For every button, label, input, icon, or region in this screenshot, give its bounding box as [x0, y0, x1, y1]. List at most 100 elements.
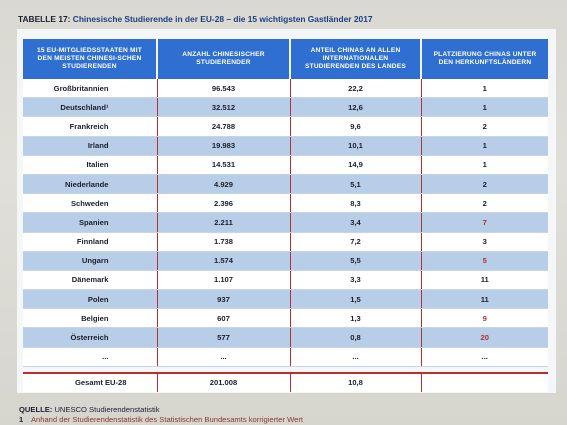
table-row: Niederlande 4.929 5,1 2 — [23, 174, 548, 195]
cell-country: Großbritannien — [23, 79, 158, 99]
table-number: TABELLE 17: — [18, 14, 71, 24]
cell-share: 5,1 — [290, 174, 422, 195]
cell-count: 937 — [157, 289, 291, 310]
cell-count: 96.543 — [157, 79, 291, 99]
cell-count: ... — [157, 347, 291, 367]
total-count: 201.008 — [157, 371, 291, 392]
cell-rank: 9 — [421, 308, 548, 329]
spacer-cell — [23, 366, 157, 373]
cell-rank: 1 — [421, 155, 548, 175]
cell-count: 1.738 — [157, 232, 291, 252]
table-row: Frankreich 24.788 9,6 2 — [23, 116, 548, 137]
spacer-cell — [421, 366, 548, 373]
total-row: Gesamt EU-28 201.008 10,8 — [23, 371, 548, 392]
cell-count: 4.929 — [157, 174, 291, 195]
table-row: Finnland 1.738 7,2 3 — [23, 232, 548, 252]
cell-country: Frankreich — [23, 116, 158, 137]
source-text: UNESCO Studierendenstatistik — [54, 405, 160, 414]
spacer-cell — [290, 366, 421, 373]
table-caption: Chinesische Studierende in der EU-28 – d… — [72, 14, 373, 24]
header-rank: Platzierung Chinas unter den Herkunftslä… — [421, 39, 548, 79]
cell-count: 32.512 — [157, 97, 291, 118]
cell-rank: 11 — [421, 289, 548, 310]
cell-share: 7,2 — [290, 232, 422, 252]
cell-country: Italien — [23, 155, 158, 175]
cell-share: 9,6 — [290, 116, 422, 137]
cell-count: 2.211 — [157, 212, 291, 233]
cell-country: Irland — [23, 136, 158, 156]
table-row: Österreich 577 0,8 20 — [23, 327, 548, 348]
cell-share: 14,9 — [290, 155, 422, 175]
cell-share: ... — [290, 347, 422, 367]
cell-share: 5,5 — [290, 251, 422, 271]
total-share: 10,8 — [290, 371, 422, 392]
cell-rank: 2 — [421, 193, 548, 214]
cell-rank: 20 — [421, 327, 548, 348]
cell-rank: ... — [421, 347, 548, 367]
cell-rank: 7 — [421, 212, 548, 233]
cell-count: 2.396 — [157, 193, 291, 214]
table-row: Italien 14.531 14,9 1 — [23, 155, 548, 175]
cell-rank: 1 — [421, 79, 548, 99]
table-header-row: 15 EU-Mitgliedsstaaten mit den meisten c… — [23, 39, 548, 79]
table-row: Dänemark 1.107 3,3 11 — [23, 270, 548, 291]
cell-country: Spanien — [23, 212, 158, 233]
cell-country: Polen — [23, 289, 158, 310]
header-share: Anteil Chinas an allen internationalen S… — [290, 39, 422, 79]
header-country: 15 EU-Mitgliedsstaaten mit den meisten c… — [23, 39, 158, 79]
cell-rank: 2 — [421, 116, 548, 137]
table-panel: 15 EU-Mitgliedsstaaten mit den meisten c… — [17, 29, 556, 393]
spacer-cell — [157, 366, 290, 373]
students-table: 15 EU-Mitgliedsstaaten mit den meisten c… — [23, 39, 548, 392]
cell-rank: 5 — [421, 251, 548, 271]
cell-share: 1,3 — [290, 308, 422, 329]
table-row: Belgien 607 1,3 9 — [23, 308, 548, 329]
cell-share: 8,3 — [290, 193, 422, 214]
cell-rank: 1 — [421, 97, 548, 118]
cell-share: 3,4 — [290, 212, 422, 233]
table-title: TABELLE 17: Chinesische Studierende in d… — [18, 14, 558, 24]
table-row: Großbritannien 96.543 22,2 1 — [23, 79, 548, 99]
footnote-text: Anhand der Studierendenstatistik des Sta… — [30, 415, 304, 424]
cell-share: 12,6 — [290, 97, 422, 118]
cell-share: 10,1 — [290, 136, 422, 156]
table-row: Deutschland¹ 32.512 12,6 1 — [23, 97, 548, 118]
table-row: Ungarn 1.574 5,5 5 — [23, 251, 548, 271]
cell-count: 607 — [157, 308, 291, 329]
cell-rank: 2 — [421, 174, 548, 195]
cell-share: 22,2 — [290, 79, 422, 99]
cell-country: ... — [23, 347, 158, 367]
table-body: Großbritannien 96.543 22,2 1 Deutschland¹ 32.… — [23, 79, 548, 392]
cell-country: Ungarn — [23, 251, 158, 271]
table-spacer — [23, 366, 548, 373]
source-line: QUELLE: UNESCO Studierendenstatistik — [19, 405, 160, 414]
cell-share: 1,5 — [290, 289, 422, 310]
cell-rank: 1 — [421, 136, 548, 156]
cell-count: 1.107 — [157, 270, 291, 291]
cell-count: 14.531 — [157, 155, 291, 175]
cell-country: Finnland — [23, 232, 158, 252]
total-rank — [421, 371, 548, 392]
footnote-number: 1 — [19, 415, 24, 424]
table-row: Schweden 2.396 8,3 2 — [23, 193, 548, 214]
table-row: Spanien 2.211 3,4 7 — [23, 212, 548, 233]
total-label: Gesamt EU-28 — [23, 371, 158, 392]
cell-count: 577 — [157, 327, 291, 348]
source-key: QUELLE: — [19, 405, 53, 414]
cell-country: Niederlande — [23, 174, 158, 195]
cell-count: 1.574 — [157, 251, 291, 271]
cell-share: 3,3 — [290, 270, 422, 291]
cell-rank: 11 — [421, 270, 548, 291]
table-row: Polen 937 1,5 11 — [23, 289, 548, 310]
cell-country: Belgien — [23, 308, 158, 329]
cell-country: Schweden — [23, 193, 158, 214]
cell-count: 19.983 — [157, 136, 291, 156]
table-row: ............ — [23, 347, 548, 367]
cell-share: 0,8 — [290, 327, 422, 348]
header-count: Anzahl chinesischer Studierender — [157, 39, 291, 79]
table-row: Irland 19.983 10,1 1 — [23, 136, 548, 156]
cell-rank: 3 — [421, 232, 548, 252]
footnote: 1 Anhand der Studierendenstatistik des S… — [19, 415, 303, 424]
cell-count: 24.788 — [157, 116, 291, 137]
